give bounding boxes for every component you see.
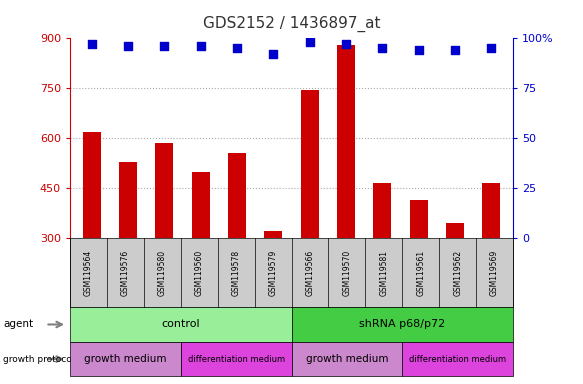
- Point: [378, 45, 387, 51]
- Point: [233, 45, 242, 51]
- Bar: [409, 200, 428, 338]
- Bar: [155, 143, 174, 338]
- Text: GSM119570: GSM119570: [342, 250, 352, 296]
- Text: GSM119576: GSM119576: [121, 250, 130, 296]
- Text: GSM119564: GSM119564: [84, 250, 93, 296]
- Text: percentile rank within the sample: percentile rank within the sample: [83, 366, 248, 376]
- Bar: [83, 132, 101, 338]
- Text: GSM119561: GSM119561: [416, 250, 425, 296]
- Bar: [119, 162, 137, 338]
- Bar: [337, 45, 355, 338]
- Text: growth protocol: growth protocol: [3, 354, 74, 364]
- Text: GSM119562: GSM119562: [453, 250, 462, 296]
- Text: control: control: [161, 319, 200, 329]
- Text: shRNA p68/p72: shRNA p68/p72: [359, 319, 445, 329]
- Text: agent: agent: [3, 319, 33, 329]
- Point: [196, 43, 205, 50]
- Bar: [482, 183, 500, 338]
- Point: [160, 43, 169, 50]
- Text: GSM119579: GSM119579: [269, 250, 278, 296]
- Text: differentiation medium: differentiation medium: [188, 354, 285, 364]
- Text: count: count: [83, 350, 111, 360]
- Bar: [373, 183, 391, 338]
- Point: [305, 39, 314, 45]
- Text: GSM119580: GSM119580: [158, 250, 167, 296]
- Text: GSM119578: GSM119578: [231, 250, 241, 296]
- Text: ■: ■: [73, 350, 82, 360]
- Bar: [446, 223, 464, 338]
- Text: GSM119566: GSM119566: [305, 250, 314, 296]
- Text: growth medium: growth medium: [305, 354, 388, 364]
- Point: [269, 51, 278, 58]
- Bar: [264, 232, 282, 338]
- Text: GSM119560: GSM119560: [195, 250, 203, 296]
- Text: GSM119569: GSM119569: [490, 250, 499, 296]
- Text: GDS2152 / 1436897_at: GDS2152 / 1436897_at: [203, 15, 380, 31]
- Text: growth medium: growth medium: [84, 354, 167, 364]
- Text: GSM119581: GSM119581: [380, 250, 388, 296]
- Bar: [301, 90, 319, 338]
- Point: [341, 41, 350, 48]
- Point: [487, 45, 496, 51]
- Point: [450, 47, 459, 53]
- Point: [87, 41, 96, 48]
- Bar: [228, 153, 246, 338]
- Text: ■: ■: [73, 366, 82, 376]
- Text: differentiation medium: differentiation medium: [409, 354, 506, 364]
- Bar: [192, 172, 210, 338]
- Point: [414, 47, 423, 53]
- Point: [124, 43, 133, 50]
